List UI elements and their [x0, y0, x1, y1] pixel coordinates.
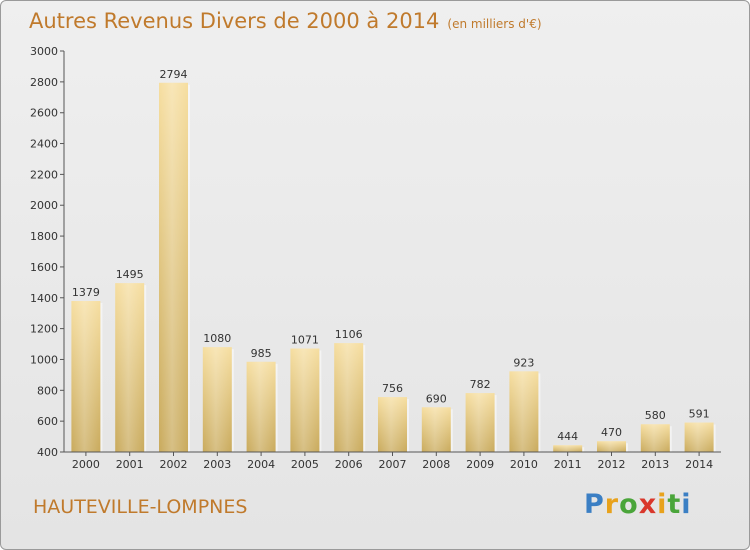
y-axis: 400 600 800 1000 1200 1400 1600 1800 2000 2200 240… — [30, 45, 65, 459]
x-tick-label: 2010 — [510, 458, 538, 471]
x-tick-label: 2004 — [247, 458, 275, 471]
bar-highlight — [684, 422, 714, 452]
logo-letter: o — [619, 489, 639, 520]
logo-letter: P — [584, 489, 605, 520]
x-tick-label: 2011 — [554, 458, 582, 471]
y-tick-label: 1000 — [30, 353, 58, 366]
y-tick-label: 3000 — [30, 45, 58, 58]
y-tick-label: 1200 — [30, 323, 58, 336]
y-tick-label: 1400 — [30, 292, 58, 305]
x-tick-label: 2002 — [160, 458, 188, 471]
bar-value-label: 923 — [513, 356, 534, 369]
bar-highlight — [71, 301, 101, 452]
proxiti-logo: Proxiti — [584, 489, 692, 520]
bar-value-label: 1080 — [203, 332, 231, 345]
bar-highlight — [553, 445, 583, 452]
bar-value-label: 591 — [689, 408, 710, 421]
bar-value-label: 444 — [557, 430, 578, 443]
bar-value-label: 782 — [470, 378, 491, 391]
y-tick-label: 400 — [37, 446, 58, 459]
x-tick-label: 2006 — [335, 458, 363, 471]
logo-letter: t — [667, 489, 682, 520]
logo-letter: r — [604, 489, 620, 520]
logo-letter: i — [657, 489, 668, 520]
bar-value-label: 470 — [601, 426, 622, 439]
x-axis: 2000 2001 2002 2003 2004 2005 2006 2007 2008 2009… — [64, 451, 721, 471]
bar-highlight — [115, 283, 145, 452]
x-tick-label: 2014 — [685, 458, 713, 471]
logo-letter: i — [681, 489, 692, 520]
y-tick-label: 1800 — [30, 230, 58, 243]
x-tick-label: 2003 — [203, 458, 231, 471]
bar-value-label: 2794 — [160, 68, 188, 81]
x-tick-label: 2005 — [291, 458, 319, 471]
bar-highlight — [597, 441, 626, 452]
bar-highlight — [202, 347, 232, 452]
bar-highlight — [334, 343, 364, 452]
x-tick-label: 2013 — [641, 458, 669, 471]
bar-value-label: 1379 — [72, 286, 100, 299]
bar-highlight — [509, 371, 539, 452]
y-tick-label: 800 — [37, 384, 58, 397]
y-tick-label: 2800 — [30, 76, 58, 89]
bar-value-label: 985 — [251, 347, 272, 360]
x-tick-label: 2000 — [72, 458, 100, 471]
y-tick-label: 2400 — [30, 138, 58, 151]
y-tick-label: 1600 — [30, 261, 58, 274]
bar-highlight — [159, 82, 188, 452]
x-tick-label: 2008 — [422, 458, 450, 471]
y-tick-label: 2200 — [30, 168, 58, 181]
bar-highlight — [465, 393, 495, 452]
x-tick-label: 2012 — [598, 458, 626, 471]
bar-value-label: 1495 — [116, 268, 144, 281]
bars-group: 1379 1495 2794 1080 985 1071 1106 756 690 782 923 4… — [71, 68, 716, 452]
y-tick-label: 2000 — [30, 199, 58, 212]
y-tick-label: 600 — [37, 415, 58, 428]
bar-highlight — [378, 397, 407, 452]
location-label: HAUTEVILLE-LOMPNES — [33, 496, 248, 518]
chart-subtitle: (en milliers d'€) — [447, 17, 542, 31]
bar-highlight — [246, 361, 276, 452]
bar-highlight — [290, 348, 320, 452]
chart-title-text: Autres Revenus Divers de 2000 à 2014 — [29, 9, 440, 33]
x-tick-label: 2009 — [466, 458, 494, 471]
bar-value-label: 690 — [426, 392, 447, 405]
bar-value-label: 756 — [382, 382, 403, 395]
bar-highlight — [640, 424, 670, 452]
y-tick-label: 2600 — [30, 107, 58, 120]
bar-value-label: 580 — [645, 409, 666, 422]
logo-letter: x — [638, 489, 658, 520]
bar-value-label: 1071 — [291, 334, 319, 347]
bar-value-label: 1106 — [335, 328, 363, 341]
x-tick-label: 2001 — [116, 458, 144, 471]
x-tick-label: 2007 — [379, 458, 407, 471]
bar-highlight — [421, 407, 451, 452]
chart-title: Autres Revenus Divers de 2000 à 2014 (en … — [29, 9, 542, 33]
